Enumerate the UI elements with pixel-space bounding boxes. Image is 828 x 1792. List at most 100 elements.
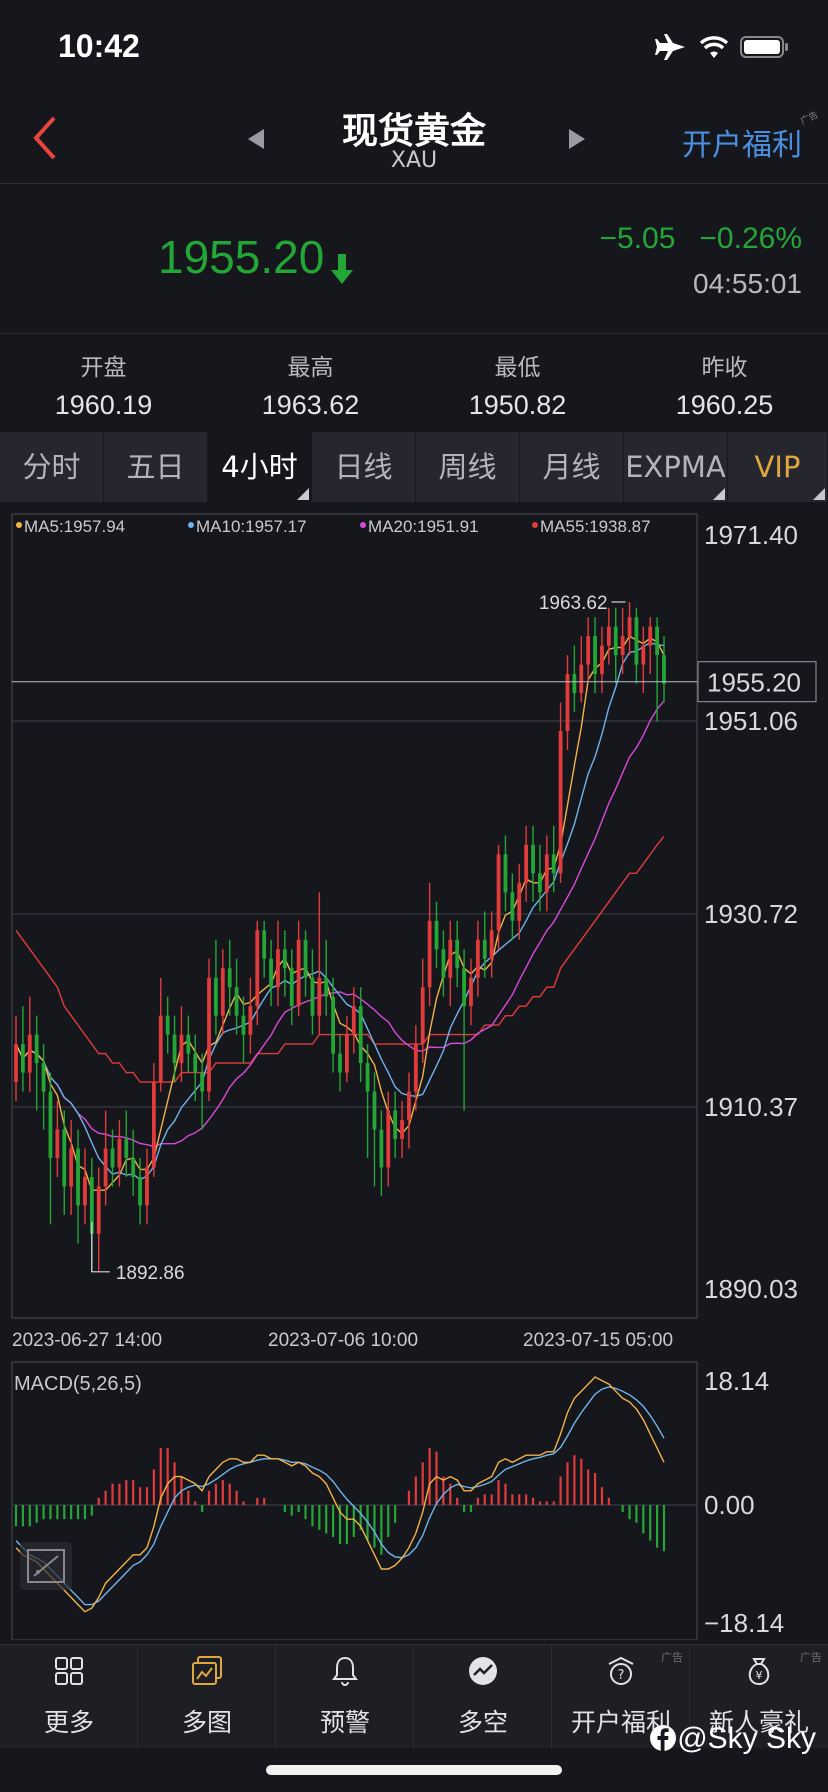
candle-body: [393, 1110, 398, 1139]
legend-dot: [188, 522, 194, 528]
legend-dot: [532, 522, 538, 528]
candle-body: [234, 987, 239, 1016]
page-subtitle: XAU: [390, 148, 438, 173]
low-label: 1892.86: [116, 1263, 185, 1284]
wifi-icon: [700, 36, 728, 58]
candle-body: [482, 939, 487, 959]
candle-body: [110, 1148, 115, 1168]
candle-body: [358, 1006, 363, 1064]
low-marker-line: [91, 1221, 110, 1273]
candle-body: [20, 1044, 25, 1073]
multi-chart-icon: [192, 1656, 222, 1685]
stat-value: 1950.82: [468, 390, 567, 420]
candle-body: [145, 1167, 149, 1206]
stat-value: 1960.19: [54, 390, 153, 420]
period-tabs: 分时 五日 4小时 日线 周线 月线 EXPMA VIP: [0, 432, 828, 502]
grid-icon: [55, 1657, 83, 1685]
money-bag-icon: ¥: [748, 1658, 770, 1686]
candle-body: [165, 1015, 170, 1035]
ad-tag: 广告: [800, 1651, 822, 1664]
tab-label: 日线: [334, 450, 393, 484]
candle-body: [558, 731, 563, 874]
candle-body: [172, 1034, 177, 1064]
stat-label: 最高: [287, 355, 334, 381]
newbie-gift-button[interactable]: ¥ 新人豪礼 广告: [690, 1645, 828, 1749]
candle-body: [55, 1129, 60, 1158]
candle-body: [117, 1138, 122, 1168]
candle-body: [14, 1044, 18, 1083]
candle-body: [338, 1053, 342, 1073]
tab-weekly[interactable]: 周线: [416, 432, 520, 502]
candle-body: [475, 939, 480, 978]
back-chevron-icon[interactable]: [28, 114, 68, 162]
price-change: −5.05 −0.26%: [599, 222, 802, 256]
macd-dif-line: [15, 1376, 665, 1613]
candle-body: [489, 930, 494, 959]
alert-button[interactable]: 预警: [276, 1645, 414, 1749]
tab-five-day[interactable]: 五日: [104, 432, 208, 502]
tab-label: 月线: [542, 450, 601, 484]
candle-body: [386, 1110, 391, 1168]
candle-body: [179, 1034, 184, 1064]
more-button[interactable]: 更多: [0, 1645, 138, 1749]
tab-daily[interactable]: 日线: [312, 432, 416, 502]
candle-body: [303, 939, 308, 978]
candle-body: [151, 1082, 156, 1168]
stat-label: 昨收: [701, 355, 748, 381]
candle-body: [551, 854, 556, 874]
macd-y-tick: 0.00: [704, 1490, 755, 1520]
candle-body: [448, 939, 453, 978]
long-short-button[interactable]: 多空: [414, 1645, 552, 1749]
prev-instrument-icon[interactable]: [245, 128, 267, 150]
chart-area[interactable]: 1971.40 1951.06 1930.72 1910.37 1890.03 1955.…: [0, 502, 828, 1641]
tab-expma[interactable]: EXPMA: [624, 432, 728, 502]
x-tick-label: 2023-07-06 10:00: [268, 1330, 418, 1351]
next-instrument-icon[interactable]: [566, 128, 588, 150]
candle-body: [613, 626, 618, 656]
open-account-promo-link[interactable]: 开户福利: [682, 128, 802, 163]
tab-4h[interactable]: 4小时: [208, 432, 312, 502]
tab-label: 五日: [126, 450, 185, 484]
y-tick-label: 1890.03: [704, 1274, 798, 1304]
macd-y-tick: −18.14: [704, 1608, 784, 1638]
candle-body: [282, 949, 287, 969]
candle-body: [462, 968, 466, 1007]
candle-body: [655, 626, 660, 656]
candle-body: [124, 1138, 129, 1158]
candle-body: [76, 1148, 80, 1206]
tab-label: VIP: [754, 450, 801, 484]
legend-label: MA20:1951.91: [368, 517, 479, 536]
tab-vip[interactable]: VIP: [728, 432, 828, 502]
candle-body: [41, 1063, 46, 1092]
nav-bar: 现货黄金 XAU 开户福利 广告: [0, 92, 828, 184]
candle-body: [207, 977, 211, 1092]
candle-body: [469, 977, 473, 1007]
candle-body: [83, 1176, 87, 1206]
candle-body: [96, 1186, 101, 1234]
candle-body: [27, 1034, 32, 1073]
ma55-line: [15, 835, 665, 1083]
stat-low: 最低 1950.82: [414, 348, 621, 421]
candle-body: [103, 1148, 108, 1187]
svg-text:?: ?: [618, 1668, 625, 1683]
candle-body: [214, 977, 218, 1016]
candle-body: [579, 664, 584, 694]
airplane-icon: [655, 34, 685, 60]
candle-body: [186, 1034, 191, 1054]
gift-box-icon: ?: [608, 1656, 634, 1685]
candle-body: [138, 1176, 142, 1206]
candle-body: [641, 645, 646, 665]
x-tick-label: 2023-07-15 05:00: [523, 1330, 673, 1351]
ma5-line: [15, 635, 665, 1191]
candle-body: [441, 949, 446, 978]
tab-monthly[interactable]: 月线: [520, 432, 624, 502]
fullscreen-icon[interactable]: [20, 1542, 72, 1590]
multi-chart-button[interactable]: 多图: [138, 1645, 276, 1749]
kline-chart[interactable]: 1971.40 1951.06 1930.72 1910.37 1890.03 1955.…: [0, 502, 828, 1641]
candle-body: [538, 873, 542, 893]
toolbar-label: 更多: [43, 1708, 94, 1737]
stat-label: 开盘: [80, 355, 127, 381]
tab-intraday[interactable]: 分时: [0, 432, 104, 502]
status-time: 10:42: [58, 28, 140, 64]
candle-body: [586, 636, 591, 665]
